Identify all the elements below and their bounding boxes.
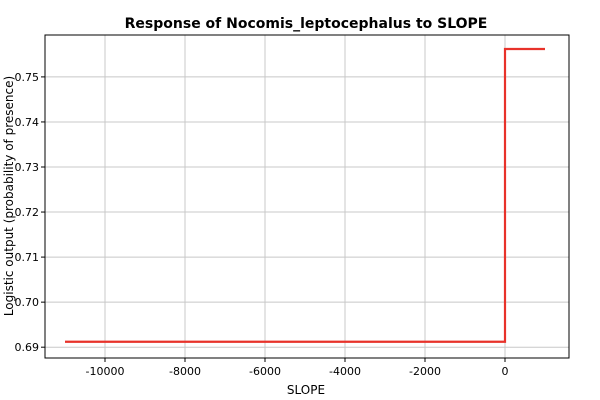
- x-tick-label: -10000: [86, 365, 125, 378]
- y-tick-label: 0.72: [15, 206, 40, 219]
- y-tick-label: 0.75: [15, 71, 40, 84]
- y-tick-label: 0.70: [15, 296, 40, 309]
- plot-area: [45, 35, 569, 358]
- x-tick-label: -8000: [169, 365, 201, 378]
- x-axis: -10000 -8000 -6000 -4000 -2000 0: [86, 358, 509, 378]
- y-tick-label: 0.69: [15, 341, 40, 354]
- chart-title: Response of Nocomis_leptocephalus to SLO…: [125, 16, 488, 32]
- y-axis-label: Logistic output (probability of presence…: [2, 76, 16, 316]
- plot-frame: [44, 34, 570, 359]
- y-tick-label: 0.73: [15, 161, 40, 174]
- y-axis: 0.69 0.70 0.71 0.72 0.73 0.74 0.75: [15, 71, 45, 354]
- y-tick-label: 0.74: [15, 116, 40, 129]
- x-tick-label: -2000: [409, 365, 441, 378]
- y-tick-label: 0.71: [15, 251, 40, 264]
- x-tick-label: -6000: [249, 365, 281, 378]
- x-tick-label: -4000: [329, 365, 361, 378]
- series-line: [65, 47, 545, 343]
- x-tick-label: 0: [502, 365, 509, 378]
- series-group: [65, 47, 545, 343]
- x-axis-label: SLOPE: [287, 383, 325, 397]
